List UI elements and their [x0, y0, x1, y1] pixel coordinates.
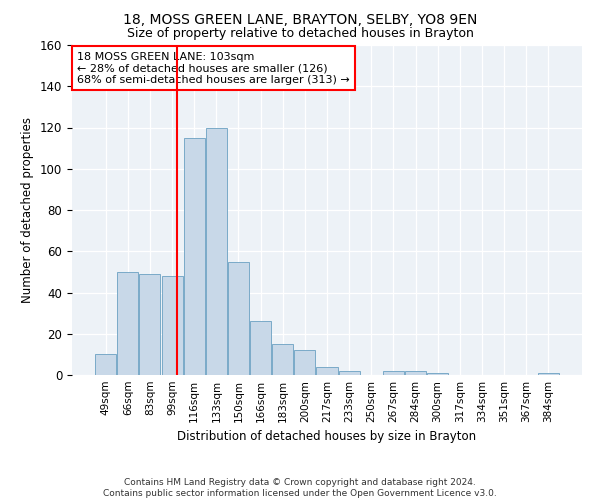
Bar	[272, 344, 293, 375]
Text: 18 MOSS GREEN LANE: 103sqm
← 28% of detached houses are smaller (126)
68% of sem: 18 MOSS GREEN LANE: 103sqm ← 28% of deta…	[77, 52, 350, 85]
Text: Contains HM Land Registry data © Crown copyright and database right 2024.
Contai: Contains HM Land Registry data © Crown c…	[103, 478, 497, 498]
Bar	[250, 322, 271, 375]
Text: 18, MOSS GREEN LANE, BRAYTON, SELBY, YO8 9EN: 18, MOSS GREEN LANE, BRAYTON, SELBY, YO8…	[123, 12, 477, 26]
Bar	[538, 373, 559, 375]
X-axis label: Distribution of detached houses by size in Brayton: Distribution of detached houses by size …	[178, 430, 476, 444]
Text: Size of property relative to detached houses in Brayton: Size of property relative to detached ho…	[127, 28, 473, 40]
Bar	[316, 367, 338, 375]
Bar	[427, 373, 448, 375]
Bar	[383, 371, 404, 375]
Bar	[405, 371, 426, 375]
Bar	[206, 128, 227, 375]
Bar	[161, 276, 182, 375]
Bar	[338, 371, 359, 375]
Y-axis label: Number of detached properties: Number of detached properties	[22, 117, 34, 303]
Bar	[139, 274, 160, 375]
Bar	[95, 354, 116, 375]
Bar	[118, 272, 139, 375]
Bar	[228, 262, 249, 375]
Bar	[184, 138, 205, 375]
Bar	[295, 350, 316, 375]
